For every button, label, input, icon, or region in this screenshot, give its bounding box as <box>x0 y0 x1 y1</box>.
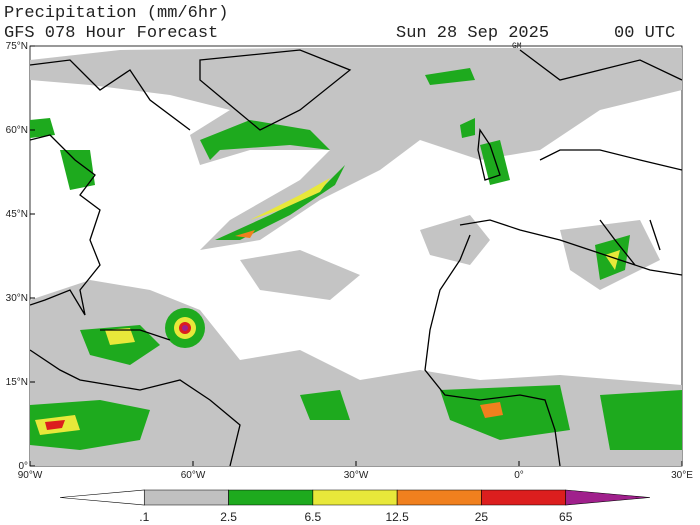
lat-label: 15°N <box>6 377 28 388</box>
lon-label: 90°W <box>18 470 43 481</box>
corner-mark: GM <box>512 42 522 51</box>
lat-label: 0° <box>18 461 28 472</box>
colorbar-label: 2.5 <box>220 510 237 524</box>
colorbar-segment <box>228 489 314 506</box>
colorbar-label: 12.5 <box>385 510 409 524</box>
date: Sun 28 Sep 2025 <box>396 24 549 43</box>
colorbar-label: .1 <box>139 510 149 524</box>
lon-label: 0° <box>514 470 524 481</box>
colorbar-label: 6.5 <box>305 510 322 524</box>
colorbar-segment <box>565 489 651 506</box>
map-ticks: 75°N60°N45°N30°N15°N0°90°W 60°W 30°W 0° 30°E <box>6 41 694 481</box>
colorbar-segment <box>143 489 229 506</box>
map: GM <box>29 42 683 467</box>
lon-label: 30°W <box>344 470 369 481</box>
colorbar-segment <box>396 489 482 506</box>
lat-label: 45°N <box>6 209 28 220</box>
lat-label: 60°N <box>6 125 28 136</box>
lon-label: 30°E <box>671 470 693 481</box>
time: 00 UTC <box>614 24 675 43</box>
title: Precipitation (mm/6hr) <box>4 4 228 23</box>
lat-label: 75°N <box>6 41 28 52</box>
colorbar-segment <box>481 489 567 506</box>
lat-label: 30°N <box>6 293 28 304</box>
colorbar-segment <box>312 489 398 506</box>
colorbar-label: 25 <box>475 510 489 524</box>
colorbar-segment <box>59 489 145 506</box>
subtitle: GFS 078 Hour Forecast <box>4 24 218 43</box>
colorbar-label: 65 <box>559 510 573 524</box>
lon-label: 60°W <box>181 470 206 481</box>
precip-field <box>30 48 682 466</box>
colorbar: .1 2.5 6.5 12.5 25 65 <box>59 489 651 524</box>
